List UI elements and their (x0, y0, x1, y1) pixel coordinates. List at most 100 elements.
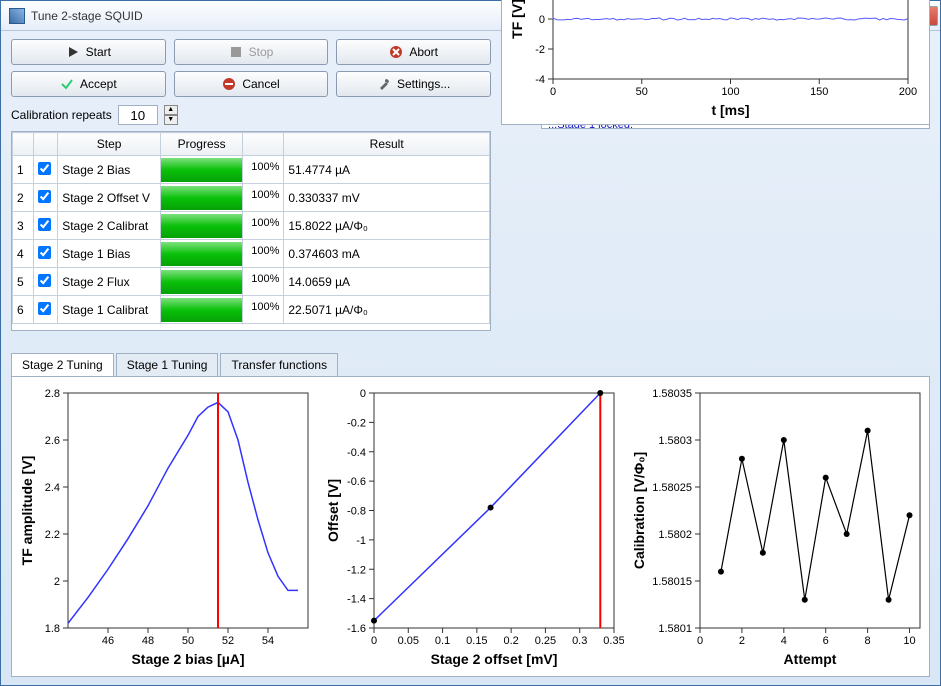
abort-label: Abort (409, 45, 438, 59)
tab-stage-1-tuning[interactable]: Stage 1 Tuning (116, 353, 219, 376)
svg-text:2.2: 2.2 (45, 529, 60, 541)
svg-text:8: 8 (865, 635, 871, 647)
cal-repeats-input[interactable] (118, 105, 158, 125)
cancel-label: Cancel (242, 77, 279, 91)
settings-label: Settings... (397, 77, 450, 91)
svg-text:4: 4 (781, 635, 787, 647)
svg-text:0: 0 (697, 635, 703, 647)
chart-bias: 46485052541.822.22.42.62.8Stage 2 bias [… (18, 383, 318, 668)
svg-text:200: 200 (899, 86, 917, 98)
svg-text:0: 0 (539, 14, 545, 26)
cancel-icon (222, 77, 236, 91)
svg-text:0.15: 0.15 (466, 635, 487, 647)
table-row[interactable]: 4 Stage 1 Bias 100% 0.374603 mA (13, 240, 490, 268)
svg-text:-0.4: -0.4 (347, 447, 366, 459)
svg-text:50: 50 (182, 635, 194, 647)
step-checkbox[interactable] (38, 190, 51, 203)
step-checkbox[interactable] (38, 302, 51, 315)
table-row[interactable]: 3 Stage 2 Calibrat 100% 15.8022 µA/Φ₀ (13, 212, 490, 240)
waveform-panel: Waveform 050100150200-4-2024t [ms]TF [V] (501, 0, 930, 125)
svg-text:0.05: 0.05 (398, 635, 419, 647)
step-name: Stage 2 Offset V (58, 184, 161, 212)
svg-text:Offset [V]: Offset [V] (325, 479, 341, 542)
waveform-chart: 050100150200-4-2024t [ms]TF [V] (508, 0, 918, 118)
step-name: Stage 1 Bias (58, 240, 161, 268)
tab-transfer-functions[interactable]: Transfer functions (220, 353, 338, 376)
svg-text:TF amplitude [V]: TF amplitude [V] (19, 456, 35, 566)
tab-stage-2-tuning[interactable]: Stage 2 Tuning (11, 353, 114, 376)
step-result: 14.0659 µA (284, 268, 490, 296)
svg-text:54: 54 (262, 635, 274, 647)
step-result: 0.330337 mV (284, 184, 490, 212)
chart-attempt: 02468101.58011.580151.58021.580251.58031… (630, 383, 930, 668)
svg-text:1.5802: 1.5802 (658, 529, 692, 541)
svg-text:1.5803: 1.5803 (658, 435, 692, 447)
svg-text:Attempt: Attempt (784, 651, 837, 667)
svg-text:-1.4: -1.4 (347, 594, 366, 606)
svg-text:-0.6: -0.6 (347, 476, 366, 488)
svg-text:Stage 2 offset [mV]: Stage 2 offset [mV] (431, 651, 558, 667)
svg-text:-1.2: -1.2 (347, 564, 366, 576)
svg-text:1.58015: 1.58015 (652, 576, 692, 588)
svg-text:150: 150 (810, 86, 828, 98)
tuning-charts: 46485052541.822.22.42.62.8Stage 2 bias [… (11, 377, 930, 677)
svg-text:0: 0 (550, 86, 556, 98)
svg-text:50: 50 (636, 86, 648, 98)
step-result: 22.5071 µA/Φ₀ (284, 296, 490, 324)
svg-text:0.2: 0.2 (503, 635, 518, 647)
step-name: Stage 1 Calibrat (58, 296, 161, 324)
steps-table[interactable]: StepProgressResult 1 Stage 2 Bias 100% 5… (11, 131, 491, 331)
play-icon (66, 45, 80, 59)
svg-text:1.8: 1.8 (45, 623, 60, 635)
svg-text:t [ms]: t [ms] (711, 102, 749, 118)
cancel-button[interactable]: Cancel (174, 71, 329, 97)
svg-text:-2: -2 (535, 44, 545, 56)
accept-button[interactable]: Accept (11, 71, 166, 97)
table-row[interactable]: 2 Stage 2 Offset V 100% 0.330337 mV (13, 184, 490, 212)
svg-text:Stage 2 bias [µA]: Stage 2 bias [µA] (131, 651, 244, 667)
svg-text:-1.6: -1.6 (347, 623, 366, 635)
svg-text:46: 46 (102, 635, 114, 647)
svg-text:2.4: 2.4 (45, 482, 60, 494)
step-result: 51.4774 µA (284, 156, 490, 184)
start-button[interactable]: Start (11, 39, 166, 65)
svg-text:2: 2 (739, 635, 745, 647)
accept-label: Accept (80, 77, 117, 91)
svg-text:-0.2: -0.2 (347, 417, 366, 429)
svg-text:0.25: 0.25 (535, 635, 556, 647)
svg-text:100: 100 (721, 86, 739, 98)
svg-text:TF [V]: TF [V] (509, 0, 525, 39)
svg-text:2: 2 (54, 576, 60, 588)
check-icon (60, 77, 74, 91)
svg-text:1.58035: 1.58035 (652, 388, 692, 400)
table-row[interactable]: 6 Stage 1 Calibrat 100% 22.5071 µA/Φ₀ (13, 296, 490, 324)
svg-text:6: 6 (823, 635, 829, 647)
step-checkbox[interactable] (38, 218, 51, 231)
svg-text:Calibration [V/Φ₀]: Calibration [V/Φ₀] (631, 452, 647, 569)
spinner-down[interactable]: ▼ (164, 115, 178, 125)
step-result: 15.8022 µA/Φ₀ (284, 212, 490, 240)
step-checkbox[interactable] (38, 162, 51, 175)
main-window: Tune 2-stage SQUID — ☐ ✕ Start Stop Abor… (0, 0, 941, 686)
svg-text:48: 48 (142, 635, 154, 647)
step-name: Stage 2 Bias (58, 156, 161, 184)
step-result: 0.374603 mA (284, 240, 490, 268)
svg-text:-4: -4 (535, 74, 545, 86)
chart-offset: 00.050.10.150.20.250.30.35-1.6-1.4-1.2-1… (324, 383, 624, 668)
svg-text:0.1: 0.1 (435, 635, 450, 647)
svg-text:1.5801: 1.5801 (658, 623, 692, 635)
table-row[interactable]: 5 Stage 2 Flux 100% 14.0659 µA (13, 268, 490, 296)
step-name: Stage 2 Calibrat (58, 212, 161, 240)
step-checkbox[interactable] (38, 246, 51, 259)
stop-button[interactable]: Stop (174, 39, 329, 65)
settings-button[interactable]: Settings... (336, 71, 491, 97)
svg-text:0.3: 0.3 (572, 635, 587, 647)
spinner-up[interactable]: ▲ (164, 105, 178, 115)
abort-icon (389, 45, 403, 59)
abort-button[interactable]: Abort (336, 39, 491, 65)
svg-text:2.8: 2.8 (45, 388, 60, 400)
app-icon (9, 8, 25, 24)
step-checkbox[interactable] (38, 274, 51, 287)
table-row[interactable]: 1 Stage 2 Bias 100% 51.4774 µA (13, 156, 490, 184)
svg-text:-1: -1 (356, 535, 366, 547)
